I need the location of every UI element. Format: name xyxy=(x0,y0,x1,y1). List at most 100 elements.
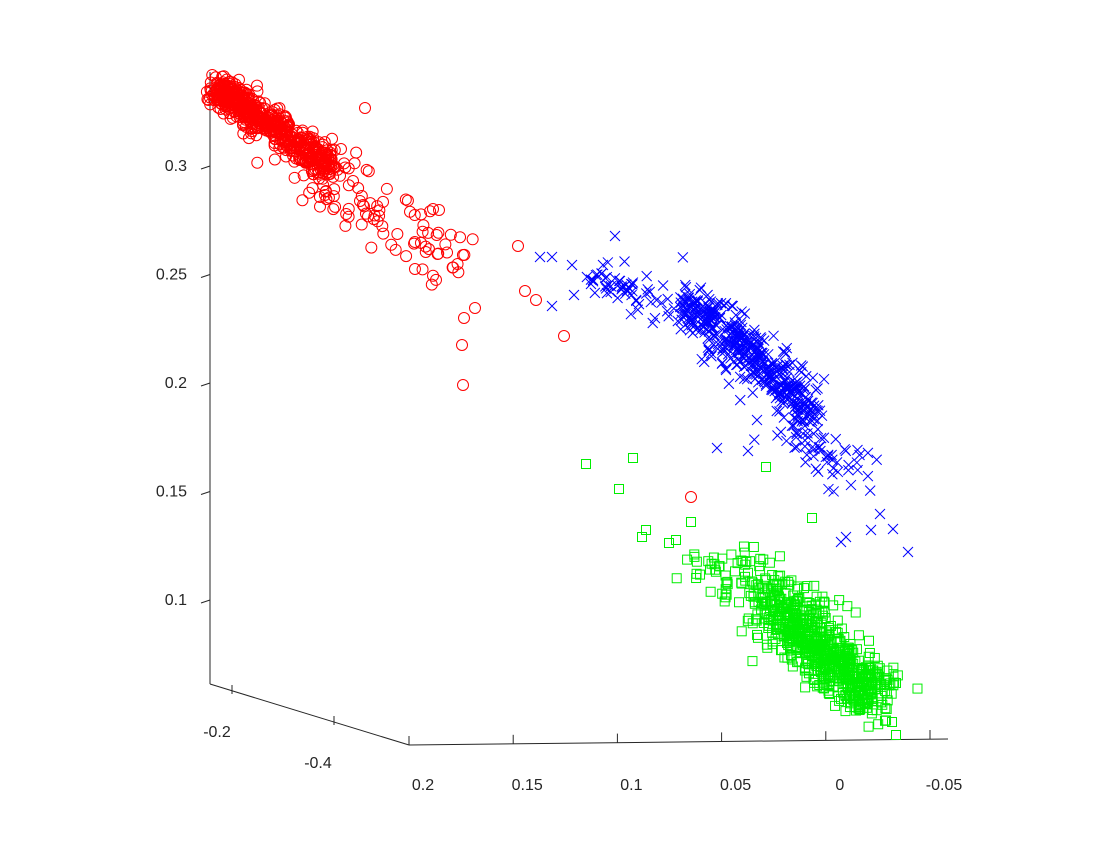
green-square-point xyxy=(831,637,842,648)
green-square-point xyxy=(833,664,844,675)
red-circle-point xyxy=(334,142,347,155)
green-square-point xyxy=(761,639,772,650)
green-square-point xyxy=(811,591,822,602)
blue-x-point xyxy=(706,350,717,362)
red-circle-point xyxy=(203,91,216,104)
green-square-point xyxy=(703,556,714,567)
blue-x-point xyxy=(810,384,822,396)
red-circle-point xyxy=(399,193,412,206)
blue-x-point xyxy=(818,432,830,444)
blue-x-point xyxy=(597,259,609,271)
green-square-point xyxy=(721,589,732,600)
blue-x-point xyxy=(720,364,732,376)
blue-x-point xyxy=(630,295,642,307)
blue-x-point xyxy=(716,344,728,356)
green-square-point xyxy=(856,689,867,700)
blue-x-point xyxy=(696,312,708,323)
red-circle-point xyxy=(359,102,371,114)
green-square-point xyxy=(845,680,856,691)
blue-x-point xyxy=(812,423,824,435)
green-square-point xyxy=(776,644,787,655)
green-square-point xyxy=(812,665,823,676)
green-square-point xyxy=(689,551,700,562)
green-square-point xyxy=(757,582,768,593)
red-circle-point xyxy=(268,153,281,166)
red-circle-point xyxy=(558,330,570,342)
green-square-point xyxy=(882,665,893,676)
green-square-point xyxy=(801,671,812,682)
x-tick-label: 0.05 xyxy=(720,777,751,794)
green-square-point xyxy=(807,513,817,523)
blue-x-point xyxy=(840,531,852,543)
green-square-point xyxy=(791,617,802,628)
red-circle-point xyxy=(251,156,264,169)
red-circle-point xyxy=(320,156,333,169)
blue-x-point xyxy=(758,335,770,346)
green-square-point xyxy=(820,673,831,684)
blue-x-point xyxy=(832,466,844,478)
blue-x-point xyxy=(662,293,674,305)
green-square-point xyxy=(767,570,778,581)
blue-x-point xyxy=(794,380,806,392)
red-circle-point xyxy=(280,129,293,142)
green-square-point xyxy=(815,667,826,678)
red-circle-point xyxy=(512,240,524,252)
red-circle-point xyxy=(284,144,297,157)
z-tick xyxy=(200,274,211,278)
blue-x-point xyxy=(781,359,793,371)
blue-x-point xyxy=(742,445,754,457)
green-square-point xyxy=(755,553,766,564)
red-circle-point xyxy=(685,491,697,503)
green-square-point xyxy=(691,568,702,579)
blue-x-point xyxy=(705,347,717,359)
blue-x-point xyxy=(702,342,714,354)
blue-x-point xyxy=(656,297,667,309)
green-square-point xyxy=(842,601,853,612)
blue-x-point xyxy=(788,420,799,432)
green-square-point xyxy=(854,701,865,712)
blue-x-point xyxy=(599,281,611,292)
green-square-point xyxy=(912,683,923,694)
red-circle-point xyxy=(458,248,471,261)
blue-x-point xyxy=(720,334,731,345)
green-square-point xyxy=(755,565,766,576)
blue-x-point xyxy=(788,412,800,424)
red-circle-point xyxy=(222,95,235,108)
blue-x-point xyxy=(730,309,742,321)
green-square-point xyxy=(722,576,733,587)
blue-x-point xyxy=(682,321,694,333)
red-circle-point xyxy=(313,200,326,213)
green-square-point xyxy=(868,665,879,676)
green-square-point xyxy=(799,640,810,651)
green-square-point xyxy=(671,535,681,545)
red-circle-point xyxy=(328,183,341,196)
blue-x-point xyxy=(845,479,857,491)
green-square-point xyxy=(747,576,758,587)
green-square-point xyxy=(709,559,720,570)
blue-x-point xyxy=(747,338,759,350)
red-circle-point xyxy=(368,209,381,222)
red-circle-point xyxy=(327,203,340,216)
blue-x-point xyxy=(694,284,706,296)
red-circle-point xyxy=(419,245,432,258)
green-square-point xyxy=(813,635,824,646)
red-circle-point xyxy=(352,181,365,194)
blue-x-point xyxy=(751,414,763,426)
red-circle-point xyxy=(380,182,393,195)
red-circle-point xyxy=(249,100,262,113)
blue-x-point xyxy=(779,374,791,386)
blue-x-point xyxy=(720,297,732,309)
green-square-point xyxy=(708,552,719,563)
green-square-point xyxy=(721,577,732,588)
blue-x-point xyxy=(712,297,724,309)
red-circle-point xyxy=(458,312,470,324)
red-circle-point xyxy=(422,226,435,239)
red-circle-point xyxy=(371,200,384,213)
green-square-point xyxy=(775,570,786,581)
red-circle-point xyxy=(326,132,339,145)
green-square-point xyxy=(851,674,862,685)
blue-x-point xyxy=(801,449,813,461)
green-square-point xyxy=(801,604,812,615)
green-square-point xyxy=(873,719,884,730)
axis-tick-labels: 0.2 0.15 0.1 0.05 0 -0.05 -0.2 -0.4 0.3 0.25 0.2 0.… xyxy=(156,158,962,794)
